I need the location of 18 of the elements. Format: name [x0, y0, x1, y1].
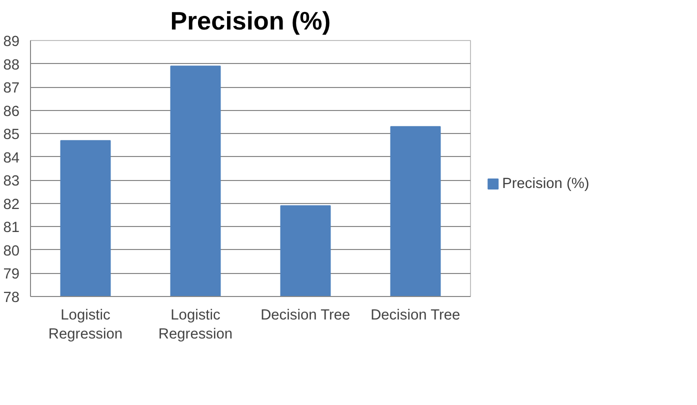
x-tick-label: Decision Tree: [370, 308, 460, 324]
x-tick-label: Logistic Regression: [158, 308, 233, 343]
y-tick-label: 83: [3, 174, 20, 190]
y-tick-label: 81: [3, 220, 20, 236]
y-tick-label: 87: [3, 80, 20, 97]
y-tick-label: 79: [3, 266, 20, 283]
legend-label: Precision (%): [502, 176, 590, 192]
y-tick-label: 84: [3, 150, 20, 166]
y-tick-label: 80: [3, 243, 20, 260]
x-tick-label: Logistic Regression: [48, 308, 123, 343]
y-tick-label: 89: [3, 34, 20, 50]
x-tick-label: Decision Tree: [260, 308, 350, 324]
y-tick-label: 86: [3, 104, 20, 120]
y-tick-label: 85: [3, 127, 20, 144]
chart-title: Precision (%): [170, 8, 331, 36]
y-tick-label: 82: [3, 196, 20, 213]
y-tick-label: 78: [3, 290, 20, 306]
y-tick-label: 88: [3, 57, 20, 74]
